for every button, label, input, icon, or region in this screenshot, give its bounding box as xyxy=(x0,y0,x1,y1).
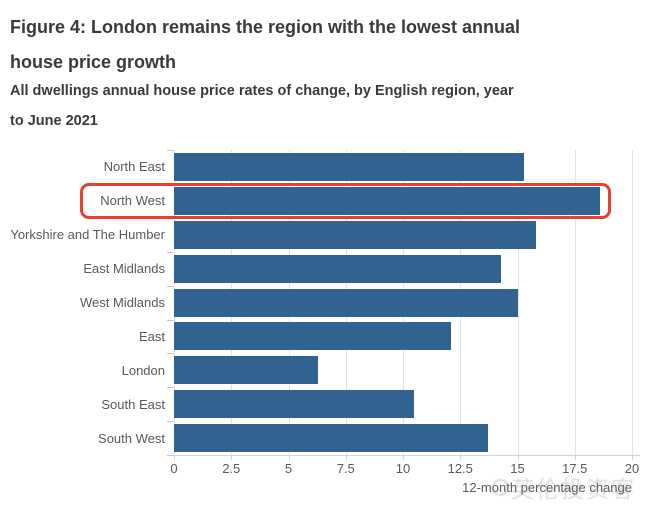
x-tick-label: 5 xyxy=(284,461,293,476)
x-axis-line xyxy=(174,455,640,456)
figure-title-line-2: house price growth xyxy=(10,52,177,72)
figure-title: Figure 4: London remains the region with… xyxy=(10,10,610,80)
y-tick xyxy=(167,353,174,355)
x-tick xyxy=(288,456,290,460)
y-tick xyxy=(167,421,174,423)
y-tick xyxy=(167,319,174,321)
category-label: London xyxy=(121,362,165,378)
category-label: West Midlands xyxy=(79,295,165,310)
bar-west-midlands xyxy=(174,288,518,317)
x-tick-label: 0 xyxy=(170,461,178,476)
figure-subtitle: All dwellings annual house price rates o… xyxy=(10,76,630,136)
category-label: South West xyxy=(98,430,165,446)
bar-row: North West xyxy=(0,184,650,218)
category-label: East xyxy=(138,328,165,344)
x-tick xyxy=(345,456,347,460)
bar-london xyxy=(174,356,319,385)
x-axis-label: 12-month percentage change xyxy=(462,480,632,495)
x-tick xyxy=(517,456,519,460)
x-tick-label: 2.5 xyxy=(222,461,241,476)
x-tick xyxy=(632,456,633,460)
bar-chart: North East North West Yorkshire and The Hu… xyxy=(0,150,650,510)
y-tick xyxy=(167,285,174,287)
figure-title-line-1: Figure 4: London remains the region with… xyxy=(10,17,521,37)
y-tick xyxy=(167,455,174,457)
gridline xyxy=(632,150,633,455)
category-label: East Midlands xyxy=(83,261,165,277)
y-tick xyxy=(167,150,174,151)
bar-row: East Midlands xyxy=(0,252,650,286)
bar-east-midlands xyxy=(174,254,502,283)
x-tick-label: 15 xyxy=(510,461,525,476)
bar-row: South East xyxy=(0,387,650,421)
bar-row: East xyxy=(0,319,650,353)
x-tick-label: 20 xyxy=(624,461,640,476)
x-tick xyxy=(174,456,175,460)
category-label: North East xyxy=(103,159,165,175)
bar-south-west xyxy=(174,424,488,453)
bar-north-east xyxy=(174,152,525,181)
figure-subtitle-line-1: All dwellings annual house price rates o… xyxy=(10,83,514,99)
bar-east xyxy=(174,322,452,351)
x-tick xyxy=(460,456,462,460)
bar-yorkshire-and-the-humber xyxy=(174,220,536,249)
figure-subtitle-line-2: to June 2021 xyxy=(10,113,98,129)
bar-row: West Midlands xyxy=(0,286,650,320)
x-tick-label: 10 xyxy=(395,461,411,476)
bar-rows: North East North West Yorkshire and The Hu… xyxy=(0,150,650,455)
gridline xyxy=(517,150,519,455)
gridline xyxy=(574,150,576,455)
x-tick-label: 7.5 xyxy=(336,461,355,476)
x-tick xyxy=(403,456,404,460)
bar-south-east xyxy=(174,390,415,419)
bar-north-west xyxy=(174,186,600,215)
y-tick xyxy=(167,387,174,389)
x-tick xyxy=(231,456,233,460)
bar-row: Yorkshire and The Humber xyxy=(0,218,650,252)
bar-row: London xyxy=(0,353,650,387)
bar-row: South West xyxy=(0,421,650,455)
category-label: Yorkshire and The Humber xyxy=(10,227,165,243)
category-label: North West xyxy=(100,193,165,209)
bar-row: North East xyxy=(0,150,650,184)
x-tick-label: 12.5 xyxy=(447,461,473,476)
y-tick xyxy=(167,251,174,253)
category-label: South East xyxy=(101,396,165,412)
x-tick xyxy=(574,456,576,460)
x-tick-label: 17.5 xyxy=(562,461,588,476)
